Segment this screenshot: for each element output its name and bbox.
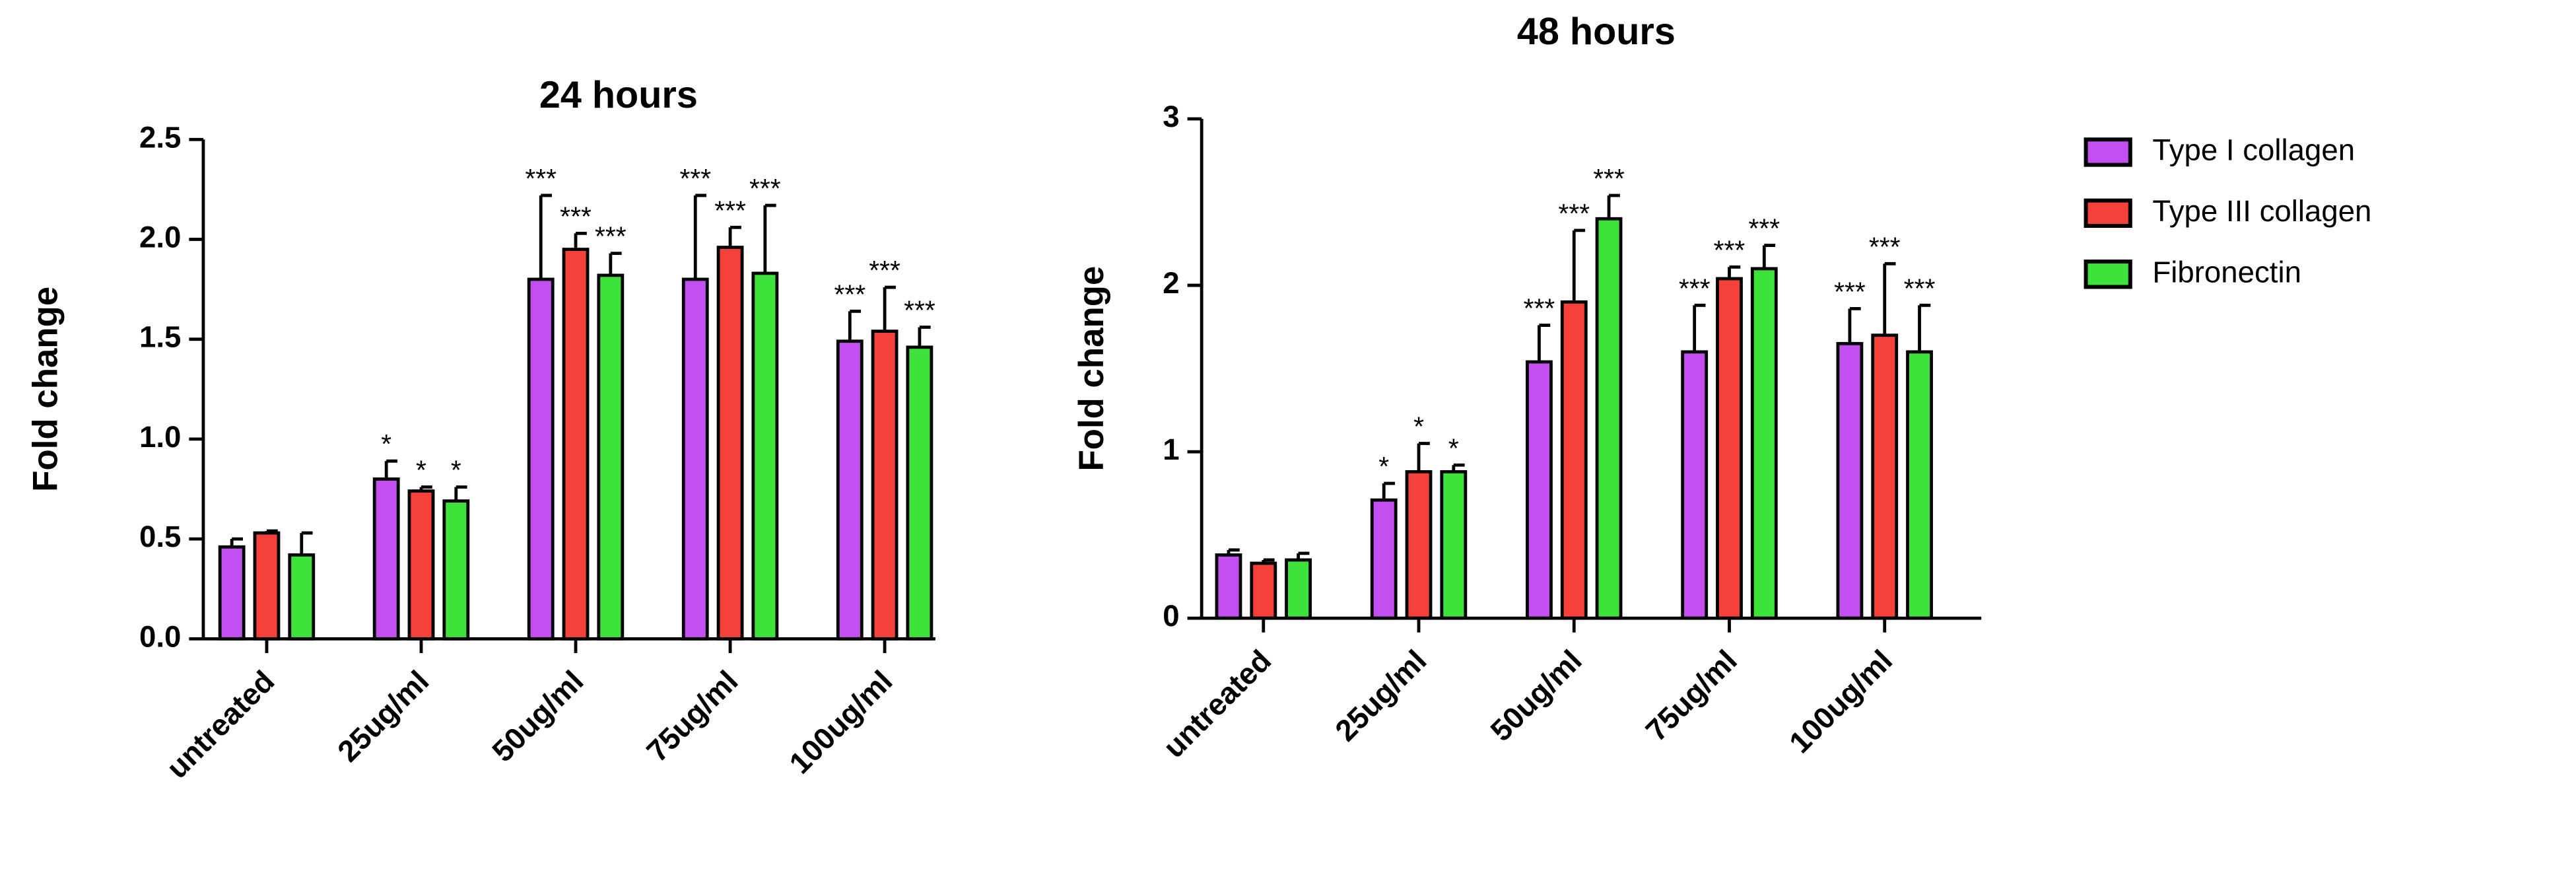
x-tick-label: 25ug/ml [331,664,436,769]
chart-title: 48 hours [1517,11,1676,53]
significance-label: * [381,429,391,459]
x-tick-label: 75ug/ml [1639,643,1744,748]
bar [1750,267,1778,620]
significance-label: *** [1869,231,1901,262]
bar [597,273,625,641]
y-axis-label: Fold change [26,287,65,492]
y-tick-label: 1.5 [139,320,181,354]
y-tick-label: 0.5 [139,520,181,553]
significance-label: * [1448,433,1459,463]
significance-label: *** [1679,273,1711,303]
bar [716,246,744,641]
significance-label: *** [525,163,557,193]
bar [218,545,246,641]
y-tick-label: 2.5 [139,120,181,154]
x-tick-label: 75ug/ml [640,664,745,769]
y-tick-label: 1 [1163,433,1179,466]
legend-label: Type III collagen [2152,194,2371,228]
bar [1440,470,1468,620]
x-tick-label: 100ug/ml [1782,643,1899,759]
legend-label: Type I collagen [2152,133,2355,166]
significance-label: *** [1904,273,1936,303]
bar [1871,333,1899,620]
x-tick-label: untreated [160,664,281,785]
bar [1906,350,1933,620]
bar [1681,350,1709,620]
bar [1560,300,1588,620]
bar [372,477,400,641]
significance-label: * [416,454,426,485]
significance-label: * [451,454,461,485]
bar [407,489,435,641]
x-tick-label: 50ug/ml [486,664,590,769]
bar [1370,498,1398,620]
significance-label: *** [1558,198,1590,228]
bar [1250,561,1277,620]
significance-label: *** [749,173,781,203]
bar [442,499,470,641]
y-tick-label: 0 [1163,599,1179,633]
significance-label: *** [904,295,935,326]
y-axis-label: Fold change [1072,266,1111,472]
bar [1595,217,1623,620]
bar [836,339,864,641]
bar [253,531,281,641]
bar [1285,558,1312,620]
x-tick-label: untreated [1157,643,1277,764]
bar [562,248,590,641]
significance-label: *** [560,201,592,231]
legend-label: Fibronectin [2152,255,2301,289]
bar [288,553,316,641]
significance-label: *** [595,221,627,252]
chart-title: 24 hours [539,74,698,116]
significance-label: *** [679,163,711,193]
significance-label: * [1378,451,1389,481]
legend-swatch [2084,260,2132,289]
significance-label: *** [869,255,900,285]
bar [1526,360,1553,620]
significance-label: * [1413,411,1424,441]
significance-label: *** [834,279,865,309]
x-tick-label: 100ug/ml [783,664,899,781]
legend-swatch [2084,137,2132,167]
y-tick-label: 1.0 [139,420,181,454]
bar [681,277,709,641]
bar [1716,277,1743,620]
x-tick-label: 25ug/ml [1329,643,1433,748]
legend-swatch [2084,198,2132,228]
bar [1405,470,1433,620]
bar [527,277,555,641]
significance-label: *** [1593,163,1625,193]
bar [1215,553,1242,620]
y-tick-label: 0.0 [139,619,181,653]
y-tick-label: 2.0 [139,221,181,254]
bar [871,330,898,641]
significance-label: *** [1714,234,1746,265]
significance-label: *** [714,195,746,225]
significance-label: *** [1834,276,1866,306]
y-tick-label: 3 [1163,100,1179,133]
significance-label: *** [1748,213,1780,244]
bar [751,271,779,641]
significance-label: *** [1524,293,1555,324]
x-tick-label: 50ug/ml [1484,643,1588,748]
bar [1836,341,1864,620]
y-tick-label: 2 [1163,266,1179,300]
bar [906,345,933,641]
